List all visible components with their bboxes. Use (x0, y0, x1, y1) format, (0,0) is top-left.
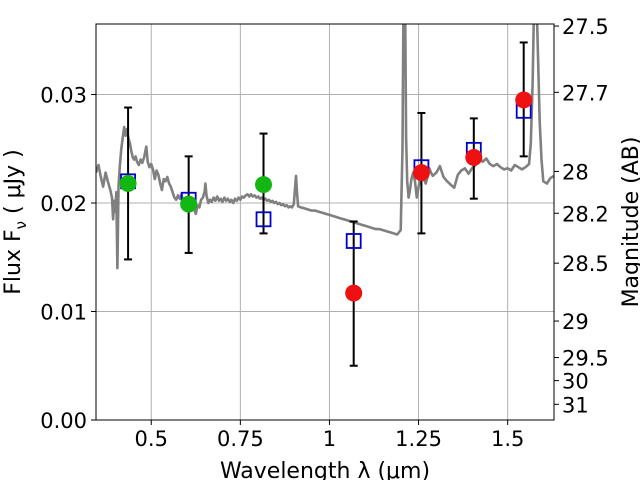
plot-frame (95, 23, 555, 421)
y-axis-label-unit: ( μJy ) (1, 149, 26, 221)
right-axis-label: Magnitude (AB) (619, 137, 640, 308)
observed-infrared-point (465, 148, 483, 166)
observed-optical-point (119, 174, 137, 192)
x-tick-label: 0.75 (217, 427, 264, 451)
model-spectrum-line (96, 24, 554, 270)
x-tick-label: 1.25 (395, 427, 442, 451)
observed-infrared-point (412, 164, 430, 182)
model-band-square (255, 211, 272, 228)
y-tick-label: 0.02 (40, 192, 87, 216)
observed-infrared-point (515, 91, 533, 109)
y-axis-label-main: Flux F (1, 229, 26, 294)
plot-area (96, 24, 554, 270)
x-tick-label: 1 (323, 427, 336, 451)
right-tick-label: 29 (562, 310, 589, 334)
data-markers (119, 41, 533, 367)
x-tick-label: 1.5 (491, 427, 524, 451)
observed-optical-point (180, 195, 198, 213)
y-axis-ticks: 0.00 0.01 0.02 0.03 (40, 84, 96, 433)
right-tick-label: 28.5 (562, 252, 609, 276)
right-tick-label: 28 (562, 160, 589, 184)
observed-infrared-point (345, 284, 363, 302)
right-tick-label: 28.2 (562, 202, 609, 226)
right-tick-label: 30 (562, 370, 589, 394)
y-tick-label: 0.01 (40, 301, 87, 325)
right-tick-label: 29.5 (562, 347, 609, 371)
y-axis-label: Flux Fν ( μJy ) (1, 149, 30, 294)
observed-optical-point (255, 176, 273, 194)
x-axis-label: Wavelength λ (μm) (220, 459, 430, 480)
right-tick-label: 31 (562, 393, 589, 417)
right-tick-label: 27.7 (562, 81, 609, 105)
y-tick-label: 0.00 (40, 409, 87, 433)
grid-lines (96, 24, 554, 421)
right-tick-label: 27.5 (562, 15, 609, 39)
x-tick-label: 0.5 (135, 427, 168, 451)
x-axis-ticks: 0.5 0.75 1 1.25 1.5 (135, 420, 524, 451)
y-tick-label: 0.03 (40, 84, 87, 108)
y-axis-label-subscript: ν (12, 221, 30, 229)
model-band-square (345, 233, 362, 249)
